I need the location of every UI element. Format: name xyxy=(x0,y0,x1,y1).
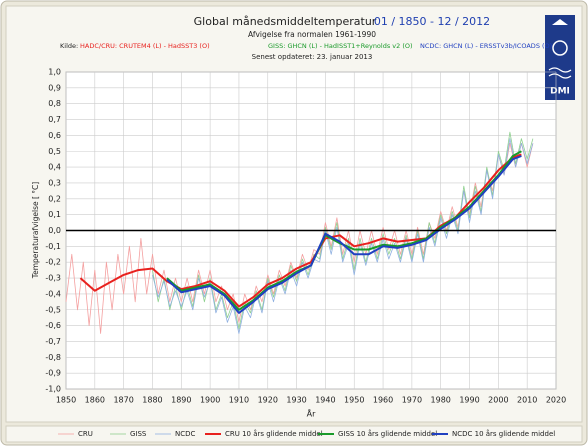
y-tick-label: 0,6 xyxy=(48,131,61,140)
y-tick-label: 0,5 xyxy=(48,147,61,156)
y-tick-label: -0,8 xyxy=(45,353,61,362)
y-tick-label: -0,7 xyxy=(45,337,61,346)
legend-label: GISS 10 års glidende middel xyxy=(338,429,437,438)
legend-label: CRU 10 års glidende middel xyxy=(225,429,323,438)
x-tick-label: 2010 xyxy=(517,396,537,405)
x-tick-label: 1980 xyxy=(431,396,451,405)
source: NCDC: GHCN (L) - ERSSTv3b/ICOADS (O) xyxy=(420,42,552,50)
x-tick-label: 2020 xyxy=(546,396,566,405)
y-tick-label: -1,0 xyxy=(45,385,61,394)
logo-text: DMI xyxy=(550,87,570,97)
x-axis-label: År xyxy=(307,408,316,419)
y-tick-label: -0,5 xyxy=(45,305,61,314)
logo: DMI xyxy=(545,15,575,100)
source: GISS: GHCN (L) - HadISST1+Reynolds v2 (O… xyxy=(268,42,413,50)
legend-label: CRU xyxy=(78,430,93,438)
x-tick-label: 1870 xyxy=(113,396,133,405)
x-tick-label: 1920 xyxy=(258,396,278,405)
legend-label: GISS xyxy=(130,430,147,438)
y-tick-label: -0,6 xyxy=(45,321,61,330)
series-line xyxy=(152,138,534,334)
y-tick-label: -0,3 xyxy=(45,274,61,283)
y-tick-label: 0,0 xyxy=(48,226,61,235)
logo-sun xyxy=(552,40,568,56)
source: HADC/CRU: CRUTEM4 (L) - HadSST3 (O) xyxy=(80,42,210,50)
series-group xyxy=(65,131,534,334)
updated: Senest opdateret: 23. januar 2013 xyxy=(252,53,373,61)
y-tick-label: 0,2 xyxy=(48,194,61,203)
y-tick-label: 0,3 xyxy=(48,178,61,187)
series-line xyxy=(166,150,522,311)
legend-label: NCDC xyxy=(175,430,196,438)
y-tick-label: 1,0 xyxy=(48,68,61,77)
x-tick-label: 1950 xyxy=(344,396,364,405)
x-tick-label: 1910 xyxy=(229,396,249,405)
logo-crown xyxy=(552,19,568,25)
legend-label: NCDC 10 års glidende middel xyxy=(452,429,555,438)
y-tick-label: 0,4 xyxy=(48,163,61,172)
x-tick-label: 2000 xyxy=(488,396,508,405)
series-line xyxy=(166,155,522,314)
chart-title: Global månedsmiddeltemperatur xyxy=(194,15,377,28)
x-tick-label: 1880 xyxy=(142,396,162,405)
legend-box xyxy=(5,425,583,443)
logo-waves xyxy=(548,67,572,79)
x-tick-label: 1930 xyxy=(286,396,306,405)
y-tick-label: -0,4 xyxy=(45,289,61,298)
x-tick-label: 1860 xyxy=(85,396,105,405)
x-tick-label: 1940 xyxy=(315,396,335,405)
y-tick-label: 0,1 xyxy=(48,210,61,219)
chart-subtitle: Afvigelse fra normalen 1961-1990 xyxy=(248,30,376,39)
chart-period: 01 / 1850 - 12 / 2012 xyxy=(374,15,490,28)
logo-box xyxy=(545,15,575,100)
x-tick-label: 1900 xyxy=(200,396,220,405)
y-tick-label: -0,9 xyxy=(45,369,61,378)
source-label: Kilde: xyxy=(60,42,78,50)
y-tick-label: -0,2 xyxy=(45,258,61,267)
x-tick-label: 1960 xyxy=(373,396,393,405)
series-line xyxy=(152,131,534,330)
x-tick-label: 1890 xyxy=(171,396,191,405)
y-tick-label: 0,8 xyxy=(48,99,61,108)
x-tick-label: 1970 xyxy=(402,396,422,405)
x-tick-label: 1850 xyxy=(56,396,76,405)
y-tick-label: -0,1 xyxy=(45,242,61,251)
x-tick-label: 1990 xyxy=(459,396,479,405)
y-axis-label: Temperaturafvigelse [ °C] xyxy=(31,182,40,279)
y-tick-label: 0,9 xyxy=(48,83,61,92)
y-tick-label: 0,7 xyxy=(48,115,61,124)
